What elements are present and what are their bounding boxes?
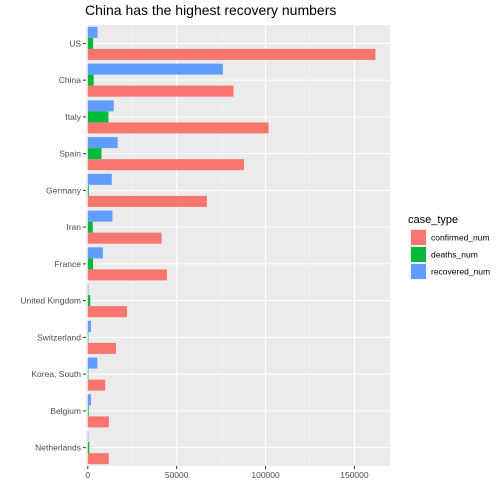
bar-recovered_num [87,431,89,443]
bar-confirmed_num [87,48,376,60]
legend-swatch-deaths_num [411,247,426,262]
y-tick-label: Germany [46,185,82,195]
bar-deaths_num [87,148,102,160]
bar-recovered_num [87,247,103,259]
bar-deaths_num [87,368,89,380]
bar-deaths_num [87,221,93,233]
bars [87,26,376,465]
bar-recovered_num [87,357,98,369]
bar-deaths_num [87,442,90,454]
bar-recovered_num [87,63,223,75]
y-tick-label: Italy [65,112,81,122]
legend-title: case_type [408,214,458,226]
bar-confirmed_num [87,85,234,97]
grid-lines [86,25,390,466]
bar-deaths_num [87,258,94,270]
y-tick-label: United Kingdom [21,296,81,306]
bar-deaths_num [87,405,89,417]
bar-recovered_num [87,100,114,112]
legend-swatch-recovered_num [411,264,426,279]
legend-swatch-confirmed_num [411,230,426,245]
y-tick-label: US [69,38,81,48]
bar-confirmed_num [87,232,162,244]
bar-deaths_num [87,111,109,123]
bar-confirmed_num [87,342,117,354]
y-tick-label: Netherlands [35,443,81,453]
bar-confirmed_num [87,269,167,281]
chart-title: China has the highest recovery numbers [85,2,336,18]
bar-deaths_num [87,184,89,196]
bar-deaths_num [87,295,91,307]
bar-confirmed_num [87,453,109,465]
y-tick-label: Spain [59,149,81,159]
bar-recovered_num [87,26,98,38]
bar-recovered_num [87,320,91,332]
legend-label-deaths_num: deaths_num [431,250,478,260]
y-tick-label: France [55,259,82,269]
bar-recovered_num [87,137,118,149]
x-tick-label: 150000 [340,470,369,480]
y-tick-label: Iran [66,222,81,232]
legend-label-recovered_num: recovered_num [431,267,490,277]
x-axis: 0 50000 100000 150000 [85,466,369,480]
bar-recovered_num [87,173,112,185]
x-tick-label: 0 [85,470,90,480]
bar-deaths_num [87,331,89,343]
bar-recovered_num [87,284,89,296]
bar-confirmed_num [87,195,207,207]
y-tick-label: Belgium [50,406,81,416]
y-tick-label: China [59,75,81,85]
x-tick-label: 100000 [251,470,280,480]
y-tick-label: Korea, South [31,369,81,379]
bar-recovered_num [87,394,91,406]
bar-deaths_num [87,74,94,86]
legend: case_type confirmed_num deaths_numrecover… [408,214,490,280]
bar-confirmed_num [87,159,245,171]
bar-deaths_num [87,37,94,49]
bar-confirmed_num [87,416,109,428]
bar-confirmed_num [87,379,106,391]
legend-label-confirmed_num: confirmed_num [431,233,490,243]
bar-confirmed_num [87,122,269,134]
bar-recovered_num [87,210,113,222]
plot-panel [86,25,390,466]
bar-confirmed_num [87,306,128,318]
x-tick-label: 50000 [165,470,189,480]
y-tick-label: Switzerland [37,332,81,342]
y-axis: US China Italy Spain Germany Iran France United… [21,38,86,453]
